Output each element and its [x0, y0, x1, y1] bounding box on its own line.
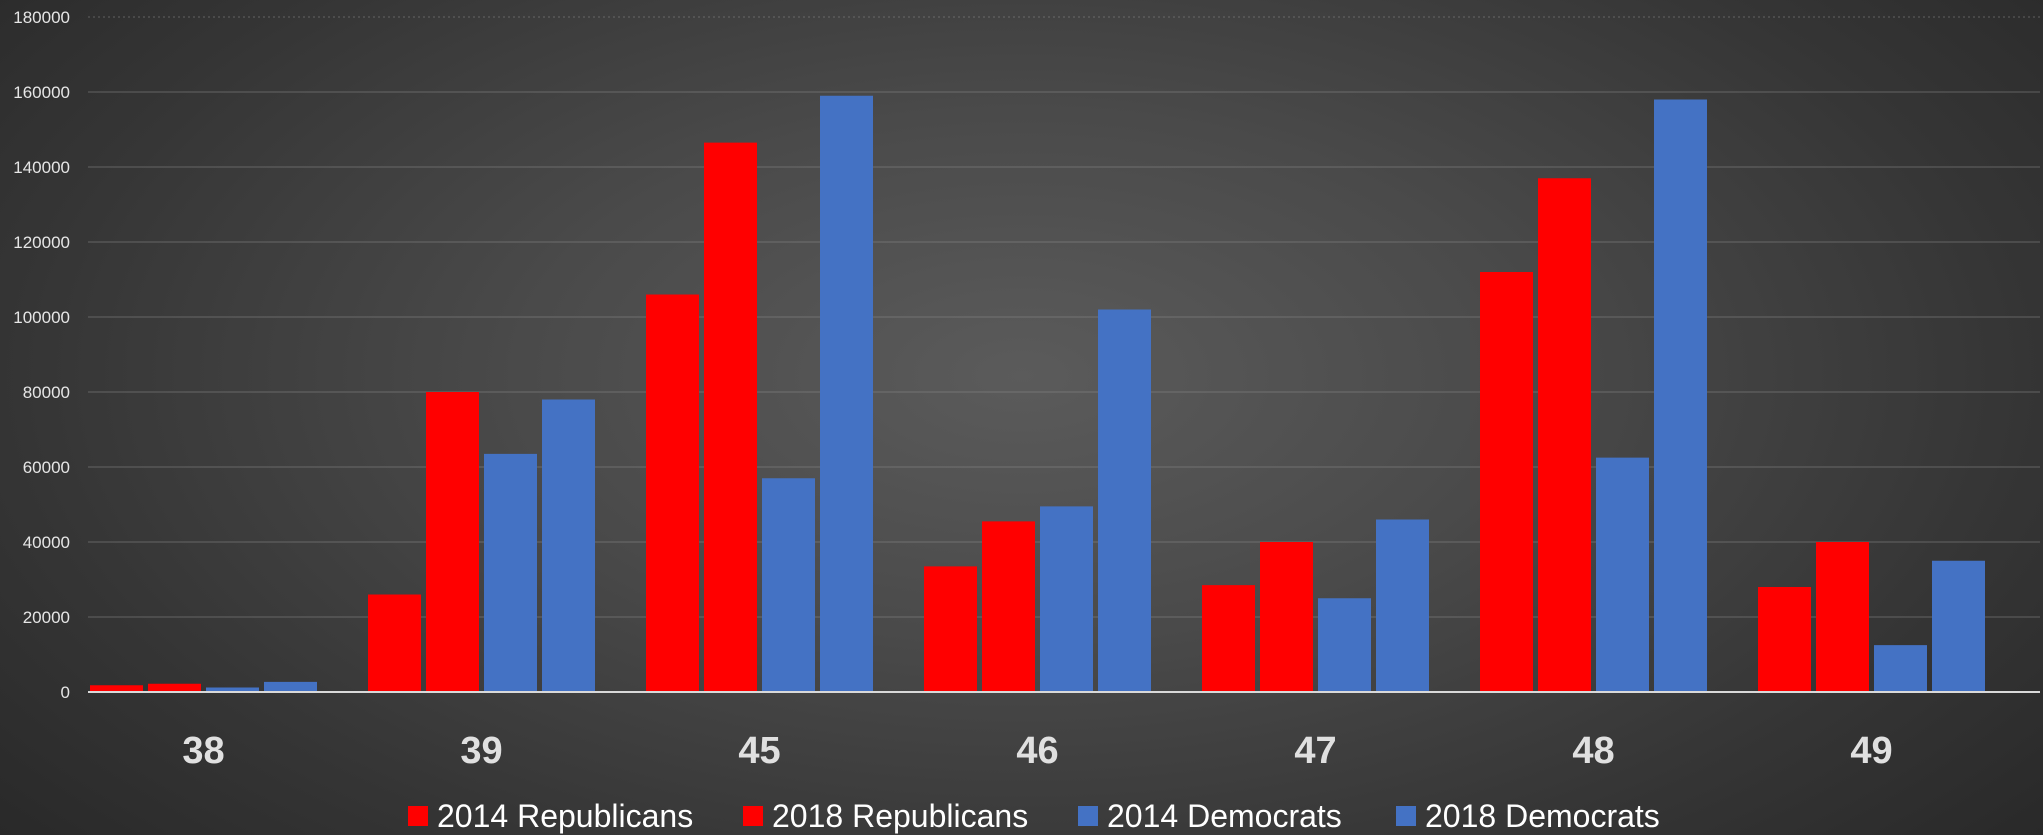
- y-tick-label: 0: [61, 683, 70, 702]
- bar-2014-democrats-39: [484, 453, 537, 692]
- legend-label: 2014 Republicans: [437, 798, 693, 834]
- bar-2018-republicans-39: [426, 392, 479, 692]
- bar-2014-republicans-47: [1202, 585, 1255, 692]
- bar-2018-republicans-45: [704, 142, 757, 692]
- bar-2018-democrats-49: [1932, 560, 1985, 692]
- x-category-label: 39: [460, 730, 502, 772]
- y-tick-label: 100000: [13, 308, 70, 327]
- x-axis-categories: 38 39 45 46 47 48 49: [182, 730, 1892, 772]
- bar-2018-democrats-45: [820, 95, 873, 692]
- y-tick-label: 40000: [23, 533, 70, 552]
- bar-2014-republicans-48: [1480, 272, 1533, 692]
- gridlines: [88, 16, 2040, 618]
- bar-2018-democrats-39: [542, 399, 595, 692]
- legend-swatch: [408, 806, 428, 826]
- legend-item: 2018 Republicans: [743, 798, 1028, 834]
- bar-2014-republicans-45: [646, 294, 699, 692]
- x-category-label: 38: [182, 730, 224, 772]
- x-category-label: 45: [738, 730, 780, 772]
- y-tick-label: 120000: [13, 233, 70, 252]
- bar-2014-democrats-38: [206, 687, 259, 692]
- legend-swatch: [743, 806, 763, 826]
- bar-2014-democrats-47: [1318, 598, 1371, 692]
- y-tick-label: 60000: [23, 458, 70, 477]
- bar-2014-republicans-49: [1758, 587, 1811, 692]
- bar-2014-democrats-45: [762, 478, 815, 692]
- bar-2018-democrats-47: [1376, 519, 1429, 692]
- bar-2014-republicans-39: [368, 594, 421, 692]
- bar-2014-republicans-46: [924, 566, 977, 692]
- legend: 2014 Republicans 2018 Republicans 2014 Dem…: [408, 798, 1660, 834]
- x-category-label: 47: [1294, 730, 1336, 772]
- bar-2014-democrats-46: [1040, 506, 1093, 692]
- legend-swatch: [1396, 806, 1416, 826]
- legend-label: 2018 Republicans: [772, 798, 1028, 834]
- bar-2018-republicans-46: [982, 521, 1035, 692]
- legend-item: 2014 Republicans: [408, 798, 693, 834]
- legend-label: 2018 Democrats: [1425, 798, 1660, 834]
- bars: [90, 95, 1985, 692]
- y-tick-label: 20000: [23, 608, 70, 627]
- bar-2014-democrats-48: [1596, 457, 1649, 692]
- y-tick-label: 180000: [13, 8, 70, 27]
- x-category-label: 49: [1850, 730, 1892, 772]
- y-tick-label: 160000: [13, 83, 70, 102]
- legend-swatch: [1078, 806, 1098, 826]
- x-category-label: 46: [1016, 730, 1058, 772]
- legend-item: 2018 Democrats: [1396, 798, 1660, 834]
- legend-label: 2014 Democrats: [1107, 798, 1342, 834]
- y-axis-ticks: 0 20000 40000 60000 80000 100000 120000 140000 1…: [13, 8, 70, 702]
- bar-2018-republicans-47: [1260, 542, 1313, 692]
- bar-2018-republicans-49: [1816, 542, 1869, 692]
- y-tick-label: 140000: [13, 158, 70, 177]
- x-category-label: 48: [1572, 730, 1614, 772]
- y-tick-label: 80000: [23, 383, 70, 402]
- bar-2018-democrats-38: [264, 681, 317, 692]
- bar-2018-republicans-48: [1538, 178, 1591, 692]
- bar-2018-democrats-46: [1098, 309, 1151, 692]
- legend-item: 2014 Democrats: [1078, 798, 1342, 834]
- bar-2014-democrats-49: [1874, 645, 1927, 692]
- bar-2018-republicans-38: [148, 683, 201, 692]
- bar-2018-democrats-48: [1654, 99, 1707, 692]
- bar-2014-republicans-38: [90, 685, 143, 692]
